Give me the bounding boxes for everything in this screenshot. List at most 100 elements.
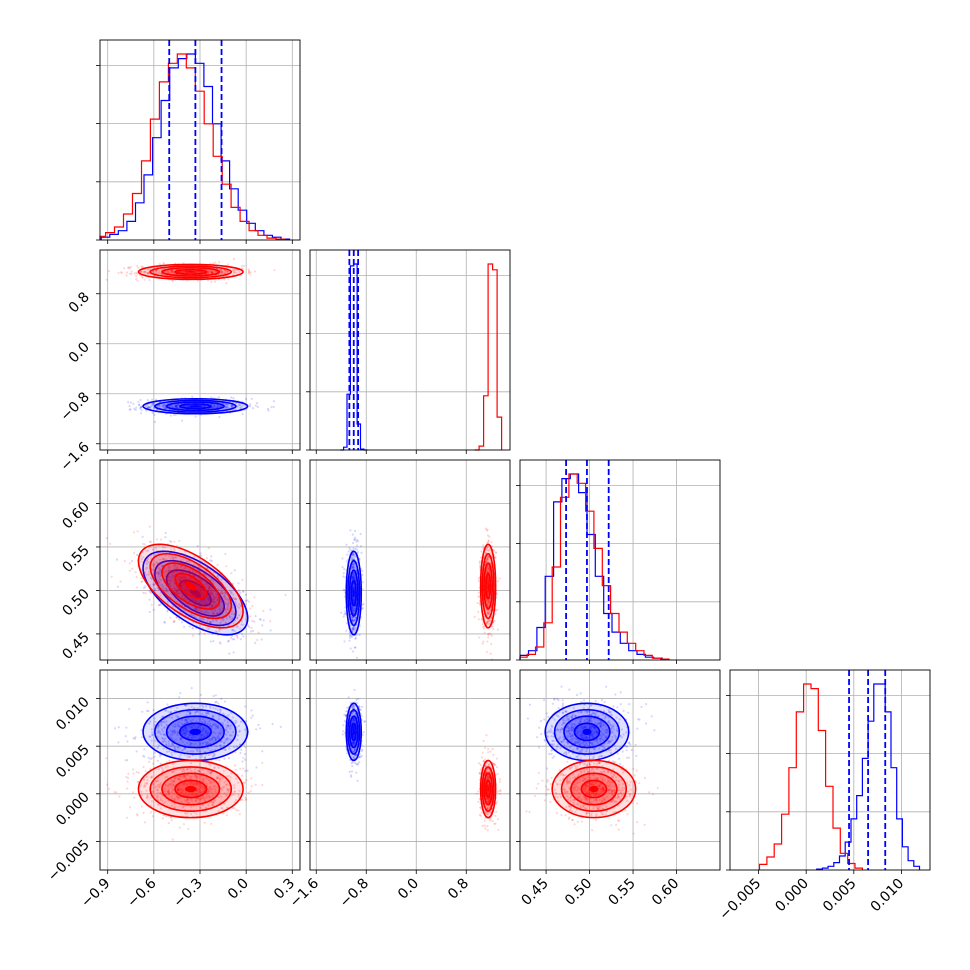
- scatter-point: [171, 729, 175, 732]
- scatter-point: [143, 755, 146, 758]
- scatter-point: [221, 731, 224, 734]
- scatter-point: [214, 694, 217, 697]
- scatter-point: [182, 558, 185, 561]
- scatter-point: [196, 726, 199, 729]
- scatter-point: [170, 269, 173, 272]
- scatter-point: [488, 568, 491, 571]
- scatter-point: [197, 590, 200, 593]
- scatter-point: [230, 772, 233, 775]
- scatter-point: [219, 732, 222, 735]
- scatter-point: [254, 641, 257, 645]
- scatter-point: [192, 724, 195, 727]
- scatter-point: [195, 793, 198, 796]
- panel-content: [340, 527, 501, 660]
- scatter-point: [184, 732, 187, 736]
- scatter-point: [346, 553, 349, 556]
- scatter-point: [183, 774, 186, 777]
- scatter-point: [233, 722, 236, 725]
- scatter-point: [269, 620, 272, 623]
- scatter-point: [211, 749, 214, 752]
- scatter-point: [203, 735, 206, 739]
- scatter-point: [138, 404, 141, 407]
- scatter-point: [228, 734, 231, 737]
- scatter-point: [198, 565, 201, 568]
- scatter-point: [219, 733, 222, 736]
- contour-line: [149, 265, 233, 279]
- scatter-point: [175, 404, 178, 408]
- scatter-point: [184, 566, 187, 570]
- scatter-point: [190, 812, 193, 816]
- scatter-point: [233, 271, 237, 274]
- scatter-point: [226, 608, 230, 612]
- scatter-point: [223, 594, 226, 597]
- scatter-point: [208, 705, 212, 708]
- scatter-point: [198, 633, 201, 636]
- scatter-point: [170, 540, 173, 544]
- scatter-point: [209, 270, 212, 273]
- scatter-point: [220, 727, 223, 730]
- scatter-point: [185, 704, 188, 707]
- scatter-point: [117, 271, 120, 275]
- scatter-point: [211, 403, 214, 406]
- scatter-point: [484, 561, 487, 564]
- histogram-red-4: [758, 683, 863, 870]
- scatter-point: [354, 529, 357, 533]
- scatter-point: [220, 270, 223, 273]
- scatter-point: [173, 570, 176, 574]
- scatter-point: [186, 750, 189, 753]
- scatter-point: [340, 611, 343, 614]
- scatter-point: [184, 554, 187, 557]
- scatter-point: [178, 560, 181, 563]
- scatter-point: [215, 596, 218, 599]
- scatter-point: [236, 404, 239, 407]
- scatter-point: [212, 706, 215, 709]
- scatter-point: [341, 557, 344, 560]
- density-peak: [487, 581, 489, 591]
- scatter-point: [194, 774, 197, 777]
- scatter-point: [226, 406, 230, 409]
- scatter-point: [169, 729, 173, 733]
- scatter-point: [223, 271, 226, 275]
- scatter-point: [183, 597, 186, 600]
- scatter-point: [205, 582, 209, 586]
- scatter-point: [233, 269, 237, 272]
- scatter-point: [209, 771, 212, 774]
- contour-line: [154, 559, 237, 627]
- scatter-point: [181, 621, 184, 624]
- scatter-point: [209, 764, 212, 767]
- scatter-point: [210, 587, 213, 590]
- scatter-point: [491, 544, 494, 548]
- scatter-point: [352, 553, 355, 556]
- scatter-point: [186, 755, 189, 758]
- scatter-point: [253, 620, 256, 623]
- scatter-point: [343, 640, 346, 643]
- scatter-point: [227, 714, 230, 717]
- scatter-point: [241, 265, 244, 268]
- scatter-point: [235, 625, 238, 629]
- scatter-point: [163, 558, 166, 561]
- scatter-point: [211, 271, 214, 274]
- scatter-point: [177, 745, 180, 749]
- scatter-point: [176, 796, 179, 800]
- scatter-point: [146, 406, 149, 409]
- scatter-point: [213, 613, 216, 617]
- scatter-point: [209, 594, 212, 597]
- scatter-point: [141, 710, 144, 713]
- scatter-point: [223, 269, 226, 272]
- scatter-point: [488, 601, 491, 604]
- scatter-point: [181, 748, 185, 752]
- scatter-point: [262, 619, 265, 622]
- scatter-point: [352, 627, 355, 630]
- scatter-point: [187, 405, 190, 408]
- scatter-point: [279, 725, 282, 729]
- scatter-point: [170, 405, 173, 408]
- scatter-point: [225, 405, 228, 408]
- scatter-point: [162, 588, 166, 591]
- scatter-point: [207, 804, 210, 807]
- scatter-point: [194, 608, 197, 611]
- scatter-point: [198, 584, 202, 587]
- scatter-point: [238, 403, 241, 407]
- scatter-point: [186, 798, 189, 801]
- scatter-point: [205, 776, 208, 780]
- scatter-point: [175, 588, 178, 591]
